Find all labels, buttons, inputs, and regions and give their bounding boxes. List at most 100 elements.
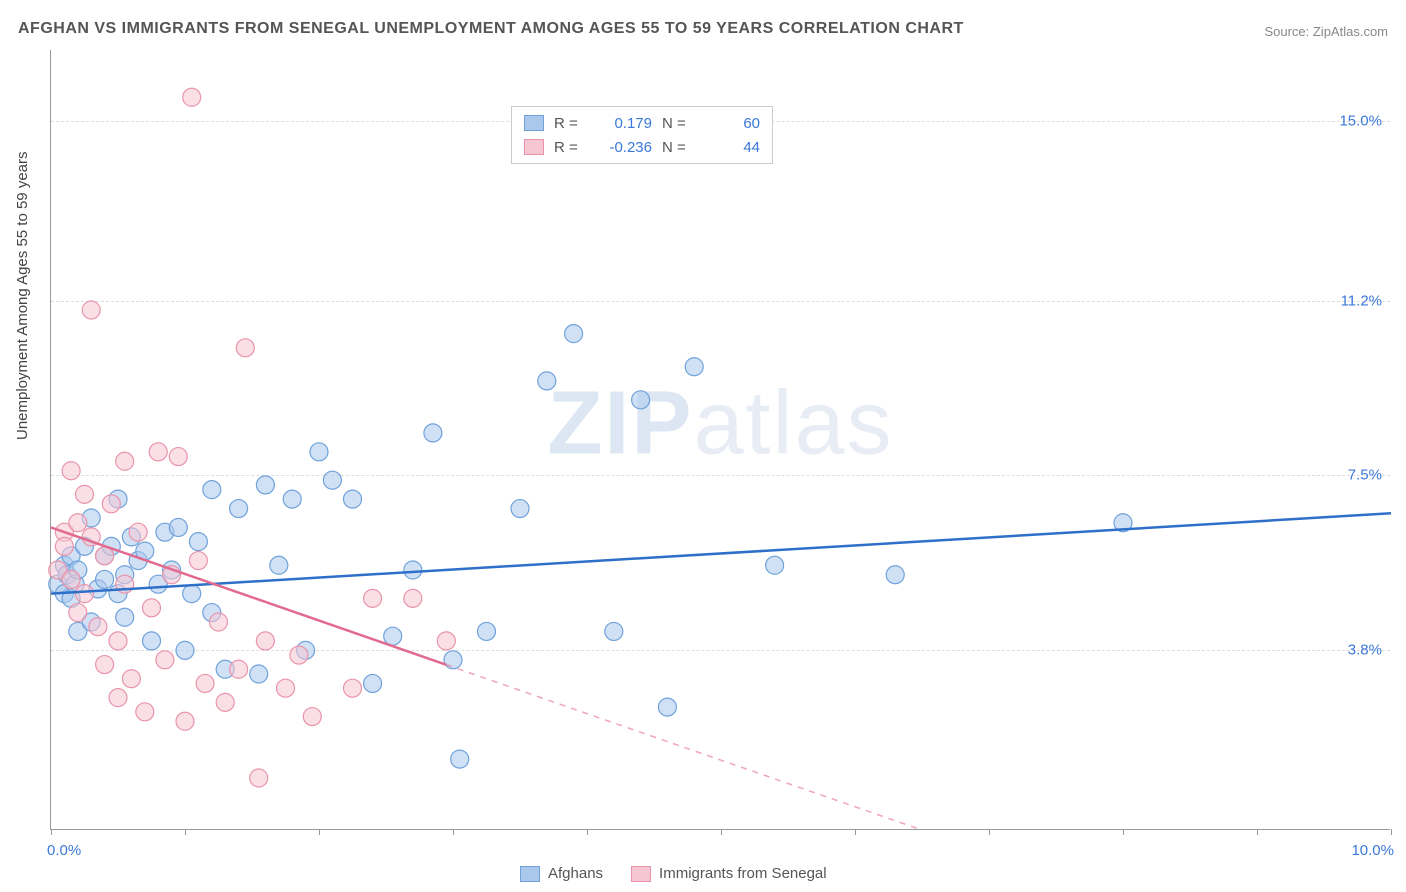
data-point-senegal [55,537,73,555]
legend-n-value-afghans: 60 [700,115,760,132]
swatch-senegal [524,139,544,155]
data-point-afghans [344,490,362,508]
data-point-afghans [444,651,462,669]
data-point-afghans [632,391,650,409]
data-point-afghans [565,325,583,343]
data-point-afghans [250,665,268,683]
data-point-senegal [216,693,234,711]
data-point-senegal [364,589,382,607]
data-point-afghans [658,698,676,716]
data-point-senegal [89,618,107,636]
legend-series-label: Immigrants from Senegal [659,865,827,882]
data-point-senegal [196,674,214,692]
data-point-senegal [183,88,201,106]
data-point-senegal [76,585,94,603]
data-point-afghans [143,632,161,650]
data-point-senegal [136,703,154,721]
data-point-senegal [344,679,362,697]
data-point-afghans [323,471,341,489]
data-point-senegal [303,708,321,726]
data-point-afghans [511,500,529,518]
data-point-senegal [149,443,167,461]
legend-row-afghans: R = 0.179 N = 60 [524,111,760,135]
legend-n-label: N = [662,115,690,132]
data-point-senegal [62,462,80,480]
data-point-senegal [169,448,187,466]
x-tick [1123,829,1124,835]
correlation-chart: AFGHAN VS IMMIGRANTS FROM SENEGAL UNEMPL… [0,0,1406,892]
data-point-afghans [605,622,623,640]
data-point-afghans [766,556,784,574]
data-point-afghans [176,641,194,659]
data-point-afghans [451,750,469,768]
data-point-afghans [256,476,274,494]
data-point-afghans [189,533,207,551]
legend-n-value-senegal: 44 [700,139,760,156]
plot-svg [51,50,1390,829]
x-axis-min-label: 0.0% [47,842,81,859]
x-tick [587,829,588,835]
data-point-senegal [76,485,94,503]
legend-r-label: R = [554,139,582,156]
data-point-senegal [69,604,87,622]
x-axis-max-label: 10.0% [1351,842,1394,859]
data-point-afghans [404,561,422,579]
data-point-senegal [404,589,422,607]
data-point-senegal [210,613,228,631]
data-point-afghans [96,570,114,588]
swatch-afghans [520,866,540,882]
data-point-afghans [685,358,703,376]
legend-correlation: R = 0.179 N = 60 R = -0.236 N = 44 [511,106,773,164]
data-point-afghans [203,481,221,499]
source-attribution: Source: ZipAtlas.com [1264,24,1388,39]
data-point-senegal [69,514,87,532]
swatch-afghans [524,115,544,131]
data-point-senegal [116,452,134,470]
data-point-senegal [62,570,80,588]
plot-area: ZIPatlas 3.8%7.5%11.2%15.0% R = 0.179 N … [50,50,1390,830]
legend-r-label: R = [554,115,582,132]
data-point-senegal [230,660,248,678]
data-point-afghans [310,443,328,461]
legend-series: Afghans Immigrants from Senegal [520,865,827,882]
data-point-afghans [478,622,496,640]
data-point-senegal [250,769,268,787]
swatch-senegal [631,866,651,882]
data-point-afghans [183,585,201,603]
legend-n-label: N = [662,139,690,156]
x-tick [319,829,320,835]
x-tick [1257,829,1258,835]
data-point-senegal [129,523,147,541]
data-point-senegal [277,679,295,697]
x-tick [721,829,722,835]
data-point-senegal [82,301,100,319]
data-point-afghans [169,518,187,536]
data-point-afghans [270,556,288,574]
x-tick [989,829,990,835]
legend-item-senegal: Immigrants from Senegal [631,865,827,882]
data-point-senegal [143,599,161,617]
data-point-afghans [283,490,301,508]
data-point-afghans [384,627,402,645]
data-point-senegal [102,495,120,513]
data-point-afghans [886,566,904,584]
data-point-senegal [176,712,194,730]
data-point-senegal [437,632,455,650]
legend-item-afghans: Afghans [520,865,603,882]
data-point-senegal [290,646,308,664]
y-axis-title: Unemployment Among Ages 55 to 59 years [14,151,31,440]
data-point-senegal [109,689,127,707]
x-tick [51,829,52,835]
data-point-afghans [230,500,248,518]
data-point-senegal [189,552,207,570]
chart-title: AFGHAN VS IMMIGRANTS FROM SENEGAL UNEMPL… [18,20,964,38]
x-tick [1391,829,1392,835]
x-tick [855,829,856,835]
legend-r-value-senegal: -0.236 [592,139,652,156]
data-point-senegal [256,632,274,650]
data-point-afghans [538,372,556,390]
x-tick [185,829,186,835]
legend-row-senegal: R = -0.236 N = 44 [524,135,760,159]
trend-line-afghans [51,513,1391,593]
data-point-afghans [424,424,442,442]
